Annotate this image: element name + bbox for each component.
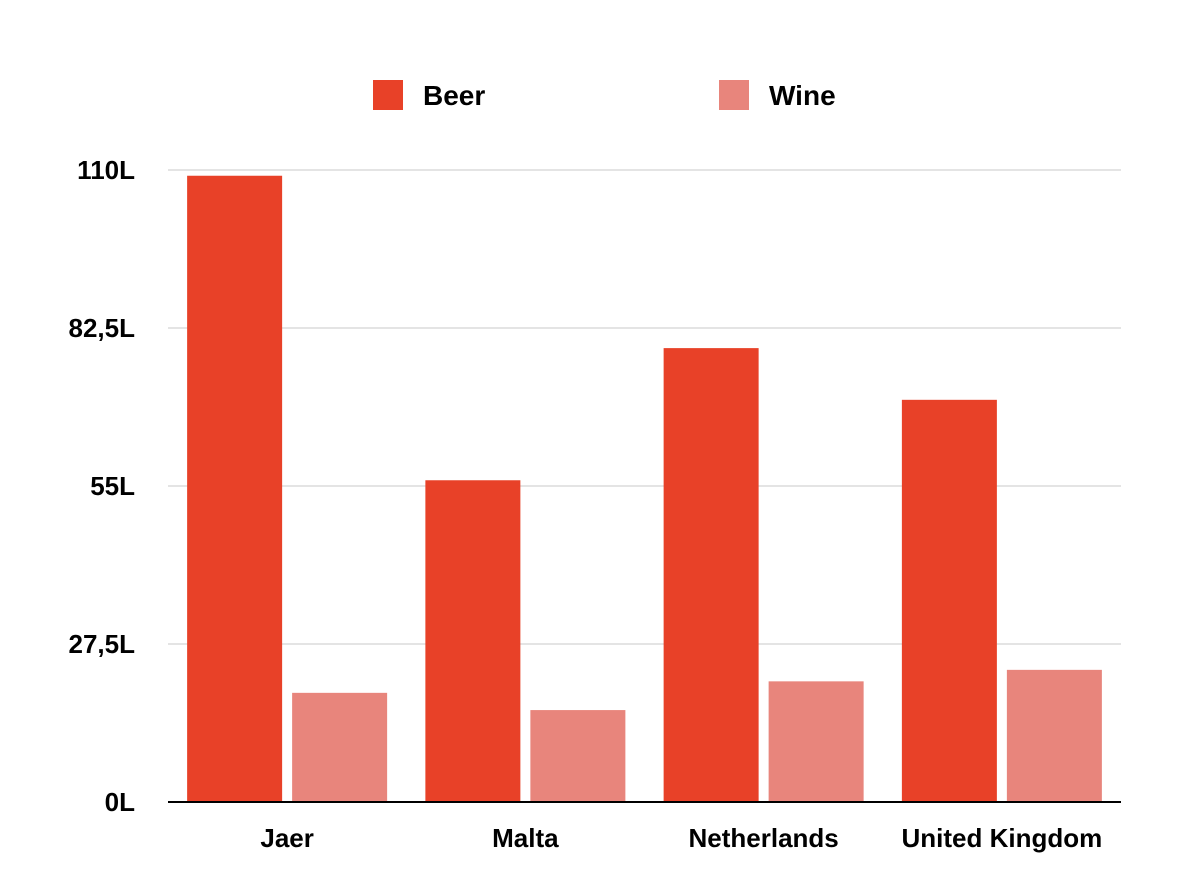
bar-wine-malta [530, 710, 626, 802]
y-tick-label: 82,5L [69, 313, 136, 343]
legend-swatch-beer [373, 80, 403, 110]
y-tick-label: 27,5L [69, 629, 136, 659]
y-tick-label: 0L [105, 787, 135, 817]
x-category-label: United Kingdom [901, 823, 1102, 853]
x-category-label: Malta [492, 823, 559, 853]
bar-beer-netherlands [663, 348, 759, 802]
bar-beer-jaer [187, 175, 283, 802]
bars [187, 175, 1102, 802]
bar-wine-jaer [292, 692, 388, 802]
x-category-label: Netherlands [688, 823, 838, 853]
x-category-label: Jaer [260, 823, 314, 853]
legend-label-wine: Wine [769, 80, 836, 111]
y-tick-label: 110L [77, 155, 135, 185]
y-tick-label: 55L [90, 471, 135, 501]
bar-wine-netherlands [768, 681, 864, 802]
legend-swatch-wine [719, 80, 749, 110]
legend: Beer Wine [373, 80, 836, 111]
bar-beer-united-kingdom [901, 399, 997, 802]
bar-beer-malta [425, 480, 521, 802]
axes: 0L 27,5L 55L 82,5L 110L Jaer Malta Netherlands U… [69, 155, 1121, 853]
legend-label-beer: Beer [423, 80, 485, 111]
bar-wine-united-kingdom [1006, 669, 1102, 802]
